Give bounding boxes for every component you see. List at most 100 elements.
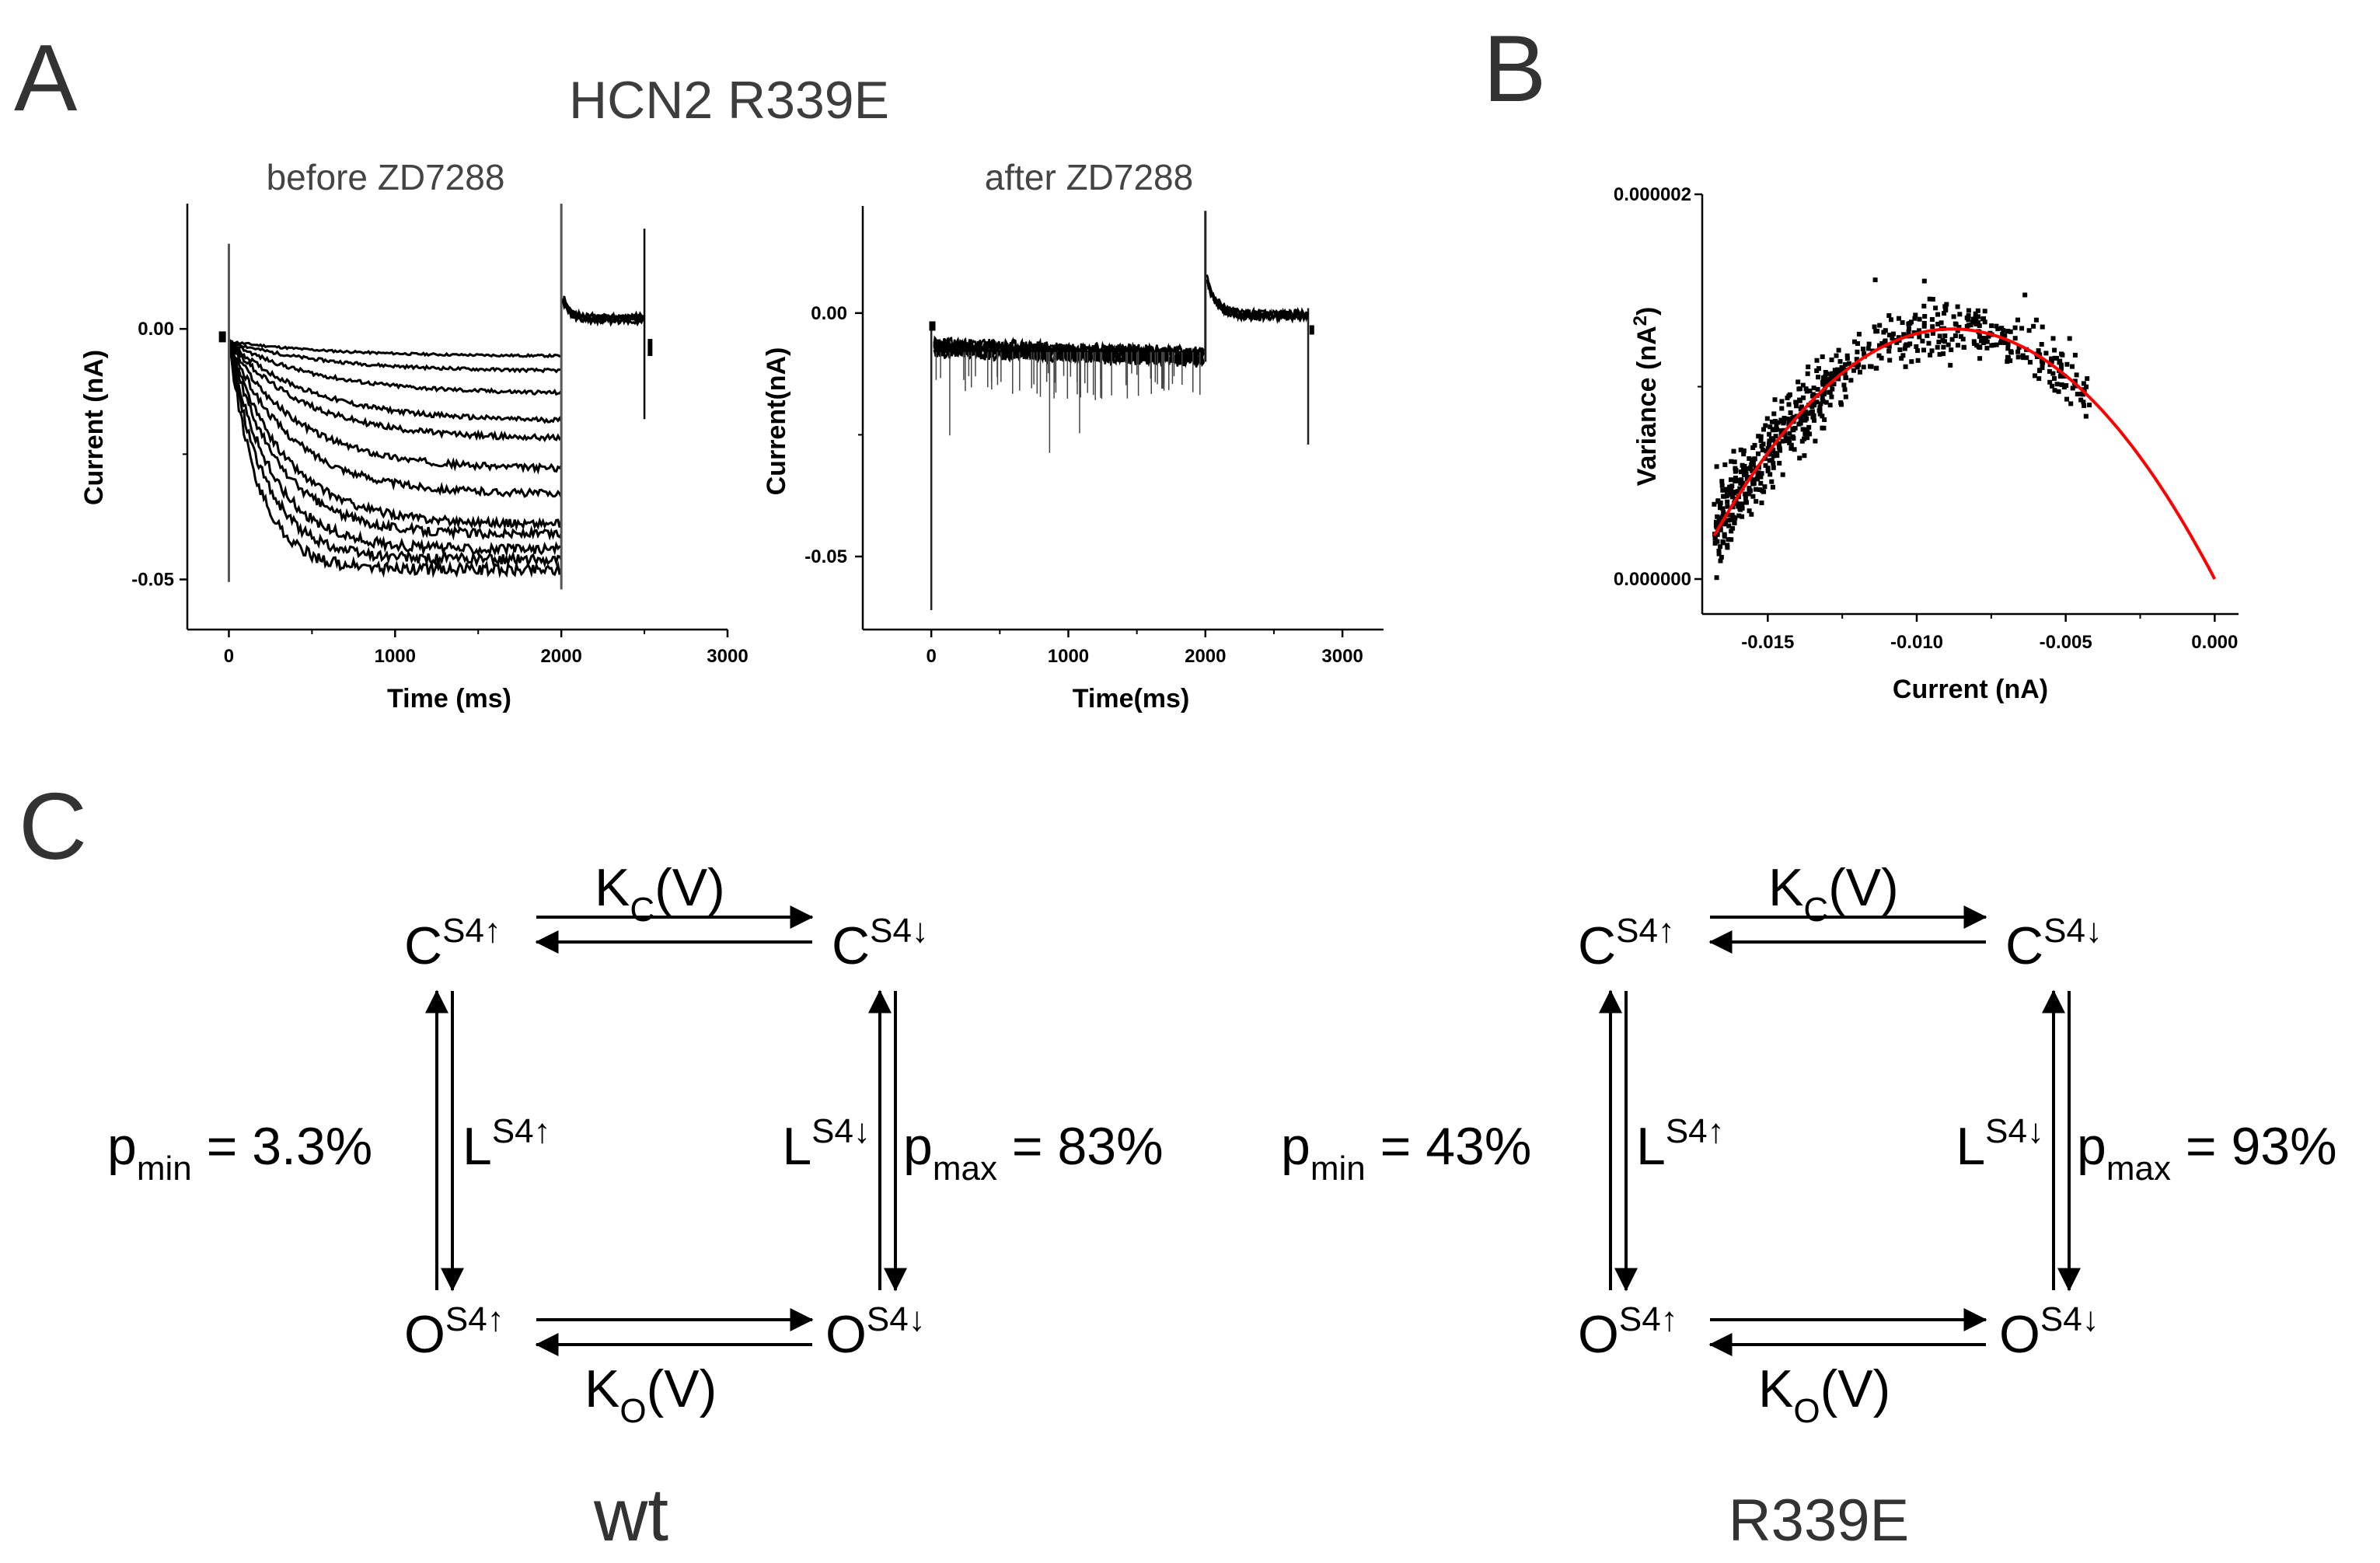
rate-kc: KC(V) <box>1768 858 1899 929</box>
chart-b-point <box>1716 515 1722 521</box>
chart-b-x-tick-label: -0.010 <box>1890 632 1943 653</box>
chart-b-point <box>2015 349 2021 354</box>
chart-b-point <box>1917 328 1921 333</box>
chart-b-ylabel: Variance (nA2) <box>1630 307 1662 487</box>
chart-b-point <box>1726 523 1732 529</box>
chart-b-point <box>1730 525 1736 531</box>
chart-a2-tail-trace <box>1206 279 1309 325</box>
chart-b-point <box>1796 386 1802 392</box>
chart-b-point <box>2052 376 2057 381</box>
chart-b-point <box>1740 501 1745 507</box>
chart-b-point <box>2050 383 2055 389</box>
chart-b-point <box>1741 472 1747 477</box>
chart-b-point <box>1815 386 1820 392</box>
chart-b-point <box>1958 333 1963 339</box>
chart-b-point <box>1764 416 1770 421</box>
chart-b-point <box>1753 487 1758 492</box>
rate-ko: KO(V) <box>1758 1359 1890 1430</box>
chart-b-point <box>1729 529 1734 534</box>
chart-b-point <box>2049 356 2054 361</box>
chart-a1-x-tick-label: 1000 <box>375 646 416 667</box>
chart-a1-trace <box>228 339 562 358</box>
chart-a1-y-tick-label: -0.05 <box>131 570 174 591</box>
chart-b-point <box>2052 347 2057 353</box>
chart-b-point <box>1937 333 1942 339</box>
chart-b-point <box>1905 343 1911 348</box>
chart-b-point <box>1718 544 1723 549</box>
chart-b-point <box>1797 455 1802 461</box>
chart-b-point <box>1820 396 1825 400</box>
chart-b-point <box>1981 336 1987 341</box>
chart-b-point <box>1946 342 1951 347</box>
chart-b-point <box>1823 375 1827 380</box>
chart-b-point <box>2057 374 2063 379</box>
chart-b-point <box>1729 537 1734 543</box>
chart-b-point <box>1818 401 1823 406</box>
chart-b-point <box>2058 362 2064 368</box>
chart-b-point <box>1842 370 1848 375</box>
chart-b-point <box>1749 462 1754 467</box>
chart-b-point <box>1733 469 1738 474</box>
chart-b-point <box>1811 386 1816 391</box>
chart-b-point <box>1970 316 1976 322</box>
chart-b-point <box>1823 379 1828 385</box>
chart-b-point <box>1854 357 1859 362</box>
chart-b-point <box>1928 352 1933 358</box>
chart-b-point <box>1729 477 1733 483</box>
chart-b-point <box>2047 379 2053 385</box>
chart-b-point <box>2036 348 2041 354</box>
chart-a1-y-tick-label: 0.00 <box>138 319 174 340</box>
chart-b-point <box>1788 445 1794 451</box>
chart-b-point <box>1894 340 1900 345</box>
chart-b-point <box>1767 441 1771 447</box>
chart-a2-end-marker <box>1309 325 1314 335</box>
chart-b-point <box>2005 329 2011 333</box>
chart-b-point <box>1779 399 1785 404</box>
chart-b-point <box>1917 334 1922 340</box>
chart-b-point <box>2040 365 2045 371</box>
chart-b-point <box>1778 417 1784 423</box>
chart-b-point <box>1955 343 1960 348</box>
chart-b-point <box>1902 346 1907 351</box>
chart-b-point <box>1725 499 1730 504</box>
chart-b-point <box>1943 308 1949 312</box>
chart-b-point <box>1873 365 1879 371</box>
chart-b-point <box>1771 438 1776 443</box>
chart-b-point <box>1808 410 1813 415</box>
panel-a-title: HCN2 R339E <box>569 71 889 130</box>
chart-b-point <box>1831 374 1836 379</box>
chart-b-point <box>1786 421 1792 427</box>
chart-b-point <box>1797 397 1802 403</box>
chart-b-point <box>1939 320 1944 326</box>
chart-b-point <box>2052 388 2057 393</box>
chart-b-point <box>1722 494 1727 499</box>
chart-b-point <box>1866 341 1872 347</box>
chart-a1-trace <box>228 337 563 578</box>
chart-b-point <box>1842 387 1848 392</box>
chart-b-point <box>1771 465 1776 470</box>
chart-b-point <box>1953 321 1958 326</box>
chart-a2-xlabel: Time(ms) <box>1073 684 1190 713</box>
chart-b-point <box>1955 328 1960 333</box>
chart-b-y-tick-label: 0.000000 <box>1614 569 1691 590</box>
chart-b-point <box>1829 394 1834 399</box>
scheme-r339e: CS4↑ CS4↓ OS4↑ OS4↓ KC(V) KO(V) LS4↑ LS4↓ pmin =… <box>1281 858 2337 1430</box>
chart-b-point <box>1966 308 1971 313</box>
chart-b-point <box>1756 451 1761 456</box>
chart-b-point <box>1882 339 1887 344</box>
chart-b-point <box>1786 402 1792 407</box>
chart-b-point <box>1806 365 1811 370</box>
chart-b-point <box>1811 399 1816 405</box>
chart-b-point <box>1900 353 1906 358</box>
chart-b-point <box>1805 371 1810 376</box>
chart-b-point <box>1961 344 1966 350</box>
chart-a2-x-tick-label: 1000 <box>1048 646 1089 667</box>
chart-b-point <box>1942 333 1948 339</box>
chart-b-point <box>2084 384 2089 389</box>
chart-b-point <box>2070 364 2075 369</box>
scheme-wt-caption: wt <box>593 1474 668 1557</box>
chart-b-point <box>2005 342 2011 347</box>
chart-a1-ylabel: Current (nA) <box>79 350 109 505</box>
chart-b-point <box>1771 411 1777 417</box>
chart-b-point <box>1921 347 1926 353</box>
